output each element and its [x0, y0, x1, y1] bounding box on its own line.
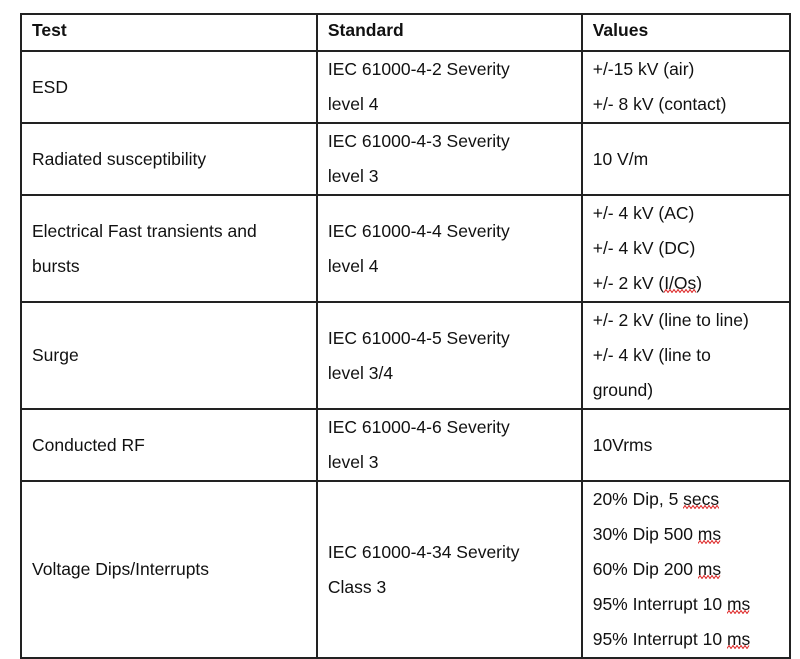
value-line: +/- 2 kV (I/Os) — [592, 273, 703, 293]
values-cell: +/-15 kV (air) +/- 8 kV (contact) — [580, 50, 792, 124]
standard-line: level 3 — [327, 452, 379, 472]
value-line: +/- 4 kV (AC) — [592, 203, 695, 223]
table-row: Electrical Fast transients and bursts IEC … — [20, 194, 792, 303]
values-cell: 10Vrms — [580, 408, 792, 482]
test-cell: ESD — [20, 50, 318, 124]
value-line: 60% Dip 200 ms — [592, 559, 722, 579]
test-name: Surge — [32, 345, 79, 365]
standard-line: level 4 — [327, 94, 379, 114]
value-line: 95% Interrupt 10 ms — [592, 629, 751, 649]
table-row: Conducted RF IEC 61000-4-6 Severity level … — [20, 408, 792, 482]
value-line: 95% Interrupt 10 ms — [592, 594, 751, 614]
test-cell: Electrical Fast transients and bursts — [20, 194, 318, 303]
test-cell: Voltage Dips/Interrupts — [20, 480, 318, 659]
value-line: +/- 8 kV (contact) — [592, 94, 727, 114]
standard-line: IEC 61000-4-34 Severity — [327, 541, 520, 562]
header-test: Test — [20, 13, 318, 52]
values-cell: 10 V/m — [580, 122, 792, 196]
test-cell: Surge — [20, 301, 318, 410]
standard-line: IEC 61000-4-4 Severity — [327, 220, 510, 241]
table-row: Surge IEC 61000-4-5 Severity level 3/4 +/- … — [20, 301, 792, 410]
value-line: +/- 4 kV (line to — [592, 345, 711, 365]
value-line: 10Vrms — [592, 434, 653, 455]
value-line: +/- 2 kV (line to line) — [592, 310, 749, 330]
header-row: Test Standard Values — [20, 13, 792, 52]
standard-line: level 3/4 — [327, 362, 394, 383]
standard-line: level 3 — [327, 166, 379, 186]
value-line: 30% Dip 500 ms — [592, 524, 722, 544]
standard-cell: IEC 61000-4-2 Severity level 4 — [315, 50, 583, 124]
table-row: Voltage Dips/Interrupts IEC 61000-4-34 Se… — [20, 480, 792, 659]
header-values: Values — [580, 13, 792, 52]
standard-cell: IEC 61000-4-6 Severity level 3 — [315, 408, 583, 482]
test-name: Electrical Fast transients and — [32, 220, 257, 241]
test-cell: Radiated susceptibility — [20, 122, 318, 196]
table-row: ESD IEC 61000-4-2 Severity level 4 +/-15 kV… — [20, 50, 792, 124]
values-cell: +/- 2 kV (line to line) +/- 4 kV (line to… — [580, 301, 792, 410]
standard-line: IEC 61000-4-5 Severity — [327, 327, 510, 348]
value-line: +/- 4 kV (DC) — [592, 238, 696, 258]
test-name: Radiated susceptibility — [32, 148, 207, 169]
test-name: Conducted RF — [32, 434, 145, 455]
values-cell: 20% Dip, 5 secs 30% Dip 500 ms 60% Dip 200… — [580, 480, 792, 659]
standard-cell: IEC 61000-4-34 Severity Class 3 — [315, 480, 583, 659]
value-line: +/-15 kV (air) — [592, 59, 695, 79]
test-name: bursts — [32, 255, 80, 276]
header-standard: Standard — [315, 13, 583, 52]
value-line: 10 V/m — [592, 148, 649, 169]
standard-cell: IEC 61000-4-5 Severity level 3/4 — [315, 301, 583, 410]
value-line: 20% Dip, 5 secs — [592, 489, 720, 509]
standard-cell: IEC 61000-4-4 Severity level 4 — [315, 194, 583, 303]
table-row: Radiated susceptibility IEC 61000-4-3 Sev… — [20, 122, 792, 196]
test-cell: Conducted RF — [20, 408, 318, 482]
standard-line: Class 3 — [327, 576, 387, 597]
value-line: ground) — [592, 380, 654, 400]
standard-line: IEC 61000-4-2 Severity — [327, 59, 510, 79]
values-cell: +/- 4 kV (AC) +/- 4 kV (DC) +/- 2 kV (I/Os… — [580, 194, 792, 303]
emc-test-table: Test Standard Values ESD IEC 61000-4-2 Se… — [20, 13, 792, 659]
test-name: ESD — [32, 76, 68, 97]
standard-line: level 4 — [327, 255, 379, 276]
standard-line: IEC 61000-4-6 Severity — [327, 417, 510, 437]
standard-cell: IEC 61000-4-3 Severity level 3 — [315, 122, 583, 196]
test-name: Voltage Dips/Interrupts — [32, 559, 210, 579]
standard-line: IEC 61000-4-3 Severity — [327, 131, 510, 151]
